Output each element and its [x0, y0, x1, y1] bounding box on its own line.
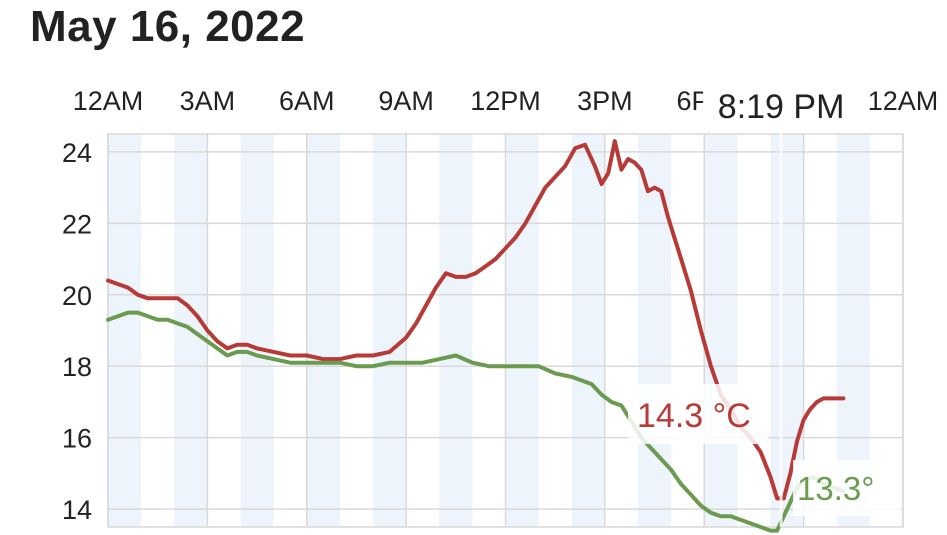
hour-band [108, 134, 142, 527]
hour-band [306, 134, 340, 527]
dew-point-value-label: 13.3° [797, 470, 874, 507]
y-tick-label: 18 [62, 352, 92, 382]
page-title: May 16, 2022 [30, 2, 306, 51]
x-tick-label: 3AM [180, 86, 236, 116]
x-tick-label: 3PM [577, 86, 633, 116]
cursor-time-label: 8:19 PM [718, 88, 845, 126]
hour-band [439, 134, 473, 527]
x-tick-label: 12AM [868, 86, 939, 116]
y-tick-label: 20 [62, 281, 92, 311]
x-tick-label: 9AM [378, 86, 434, 116]
shaded-hour-bands [108, 134, 870, 527]
x-tick-label: 6AM [279, 86, 335, 116]
dew-point-value-box [793, 460, 901, 516]
y-tick-label: 24 [62, 138, 92, 168]
hour-band [571, 134, 605, 527]
hour-band [704, 134, 738, 527]
y-tick-label: 14 [62, 495, 92, 525]
hour-band [505, 134, 539, 527]
y-axis-tick-labels: 14 16 18 20 22 24 [62, 138, 92, 525]
hour-band [240, 134, 274, 527]
y-tick-label: 22 [62, 209, 92, 239]
plot-frame [107, 133, 904, 528]
temperature-value-label: 14.3 °C [637, 397, 751, 435]
x-tick-label: 12AM [73, 86, 144, 116]
chart-grid [107, 133, 904, 528]
hour-band [373, 134, 407, 527]
dew-point-line [106, 310, 846, 533]
x-tick-label: 12PM [470, 86, 541, 116]
temperature-value-box [628, 384, 768, 444]
chart-cursor[interactable]: 8:19 PM 14.3 °C 13.3° [628, 80, 901, 527]
hour-band [638, 134, 672, 527]
cursor-time-box [703, 80, 860, 126]
y-tick-label: 16 [62, 424, 92, 454]
